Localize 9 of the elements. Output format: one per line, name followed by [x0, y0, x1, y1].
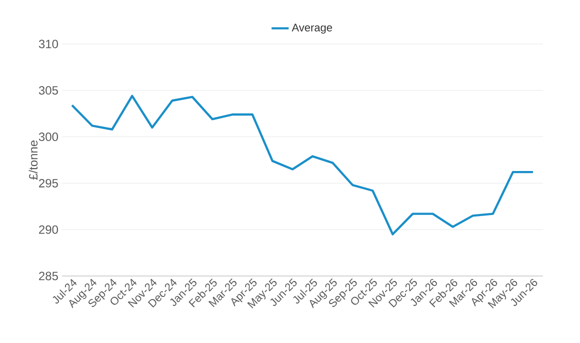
line-series	[70, 94, 534, 236]
y-tick-label: 290	[39, 225, 58, 234]
y-tick-label: 300	[38, 132, 58, 142]
legend-label: Average	[292, 24, 332, 34]
y-tick-label: 295	[39, 178, 58, 188]
y-tick-label: 310	[38, 40, 58, 48]
y-tick-label: 285	[39, 272, 58, 280]
y-axis-title: £/tonne	[28, 140, 38, 180]
y-tick-label: 305	[38, 86, 58, 95]
